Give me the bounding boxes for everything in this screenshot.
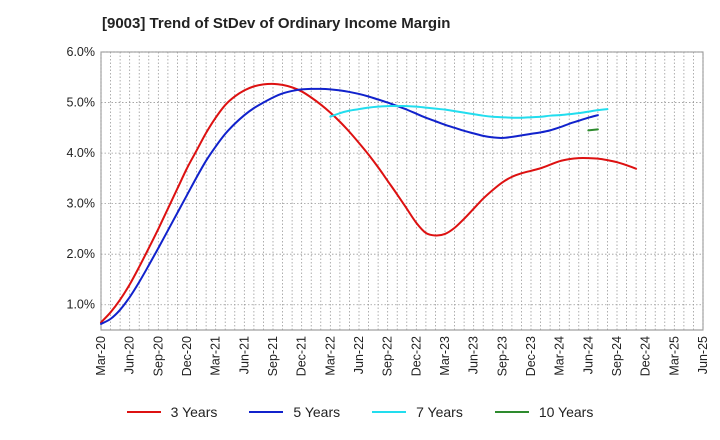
legend-item: 10 Years (494, 404, 594, 420)
x-tick-label: Dec-21 (295, 336, 309, 376)
y-tick-label: 4.0% (67, 146, 96, 160)
x-tick-label: Sep-20 (151, 336, 165, 376)
x-tick-label: Dec-20 (180, 336, 194, 376)
x-tick-label: Mar-21 (209, 336, 223, 376)
x-tick-label: Jun-22 (352, 336, 366, 374)
legend-item: 5 Years (249, 404, 340, 420)
x-tick-label: Mar-23 (438, 336, 452, 376)
series-line-7-years (329, 105, 609, 119)
x-tick-label: Sep-22 (381, 336, 395, 376)
x-tick-label: Sep-21 (266, 336, 280, 376)
y-tick-label: 6.0% (67, 45, 96, 59)
x-tick-label: Sep-24 (610, 336, 624, 376)
y-tick-label: 5.0% (67, 96, 96, 110)
x-tick-label: Jun-23 (467, 336, 481, 374)
x-tick-label: Jun-21 (237, 336, 251, 374)
x-tick-label: Mar-24 (553, 336, 567, 376)
legend-swatch (494, 411, 529, 413)
y-tick-label: 3.0% (67, 197, 96, 211)
x-tick-label: Dec-23 (524, 336, 538, 376)
legend-item: 7 Years (372, 404, 463, 420)
grid (100, 51, 704, 331)
legend-label: 3 Years (170, 404, 218, 420)
x-tick-label: Jun-24 (581, 336, 595, 374)
legend-swatch (249, 411, 284, 413)
x-tick-label: Mar-22 (323, 336, 337, 376)
legend-label: 5 Years (293, 404, 341, 420)
series-lines (100, 82, 638, 325)
legend-label: 10 Years (538, 404, 594, 420)
axes: 1.0% 2.0% 3.0% 4.0% 5.0% 6.0% Mar-20 Jun-20 Sep-… (67, 45, 711, 376)
plot-area (100, 51, 704, 331)
x-tick-label: Dec-22 (409, 336, 423, 376)
x-tick-label: Sep-23 (495, 336, 509, 376)
legend-swatch (126, 411, 161, 413)
x-tick-label: Mar-25 (667, 336, 681, 376)
x-tick-label: Mar-20 (94, 336, 108, 376)
x-tick-label: Dec-24 (639, 336, 653, 376)
chart-title: [9003] Trend of StDev of Ordinary Income… (102, 15, 451, 32)
y-tick-label: 1.0% (67, 298, 96, 312)
legend: 3 Years 5 Years 7 Years 10 Years (0, 404, 720, 420)
y-tick-label: 2.0% (67, 247, 96, 261)
legend-item: 3 Years (126, 404, 218, 420)
series-line-3-years (100, 82, 638, 324)
series-line-10-years (587, 128, 599, 132)
legend-swatch (372, 411, 407, 413)
x-tick-label: Jun-20 (123, 336, 137, 374)
x-tick-label: Jun-25 (696, 336, 710, 374)
series-line-5-years (100, 87, 599, 325)
legend-label: 7 Years (416, 404, 463, 420)
